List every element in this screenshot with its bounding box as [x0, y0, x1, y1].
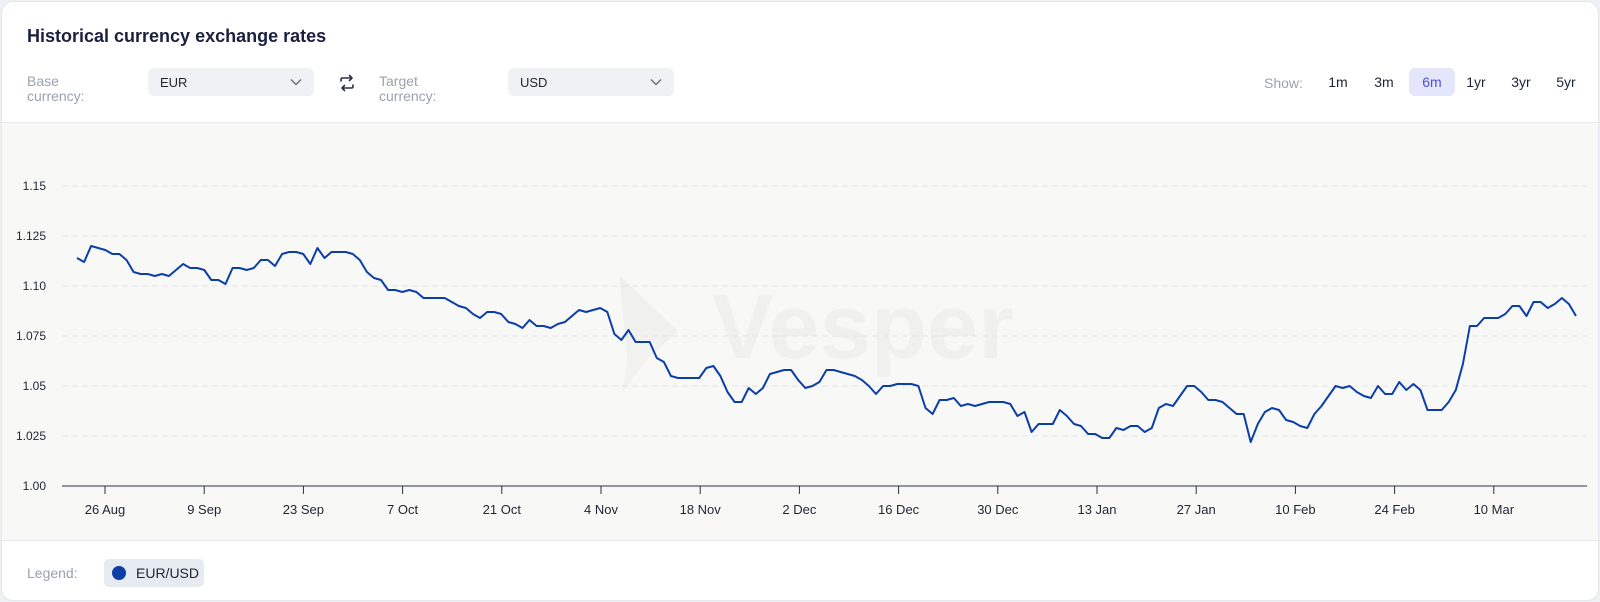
- target-currency-label: Target currency:: [379, 73, 437, 104]
- x-tick-label: 18 Nov: [680, 502, 722, 517]
- range-button-6m[interactable]: 6m: [1409, 68, 1455, 96]
- swap-currencies-button[interactable]: [336, 72, 358, 94]
- legend-label: Legend:: [27, 565, 78, 581]
- x-tick-label: 4 Nov: [584, 502, 618, 517]
- chevron-down-icon: [650, 78, 662, 86]
- range-button-3m[interactable]: 3m: [1374, 74, 1394, 90]
- range-button-3yr[interactable]: 3yr: [1511, 74, 1531, 90]
- x-tick-label: 2 Dec: [782, 502, 816, 517]
- exchange-rate-line-chart: Vesper 1.00 1.025 1.05 1.075 1.10 1.125 1.15 2…: [16, 179, 1587, 517]
- base-currency-select[interactable]: EUR: [148, 68, 314, 96]
- legend-item-eur-usd[interactable]: EUR/USD: [104, 559, 204, 587]
- legend-item-label: EUR/USD: [136, 565, 200, 581]
- watermark-logo: Vesper: [619, 275, 1014, 393]
- range-button-5yr[interactable]: 5yr: [1556, 74, 1576, 90]
- x-tick-label: 27 Jan: [1177, 502, 1216, 517]
- x-tick-label: 16 Dec: [878, 502, 920, 517]
- y-tick-label: 1.05: [23, 379, 47, 393]
- y-tick-label: 1.15: [23, 179, 47, 193]
- series-line-eur-usd: [76, 245, 1577, 443]
- page-title: Historical currency exchange rates: [27, 26, 327, 46]
- y-tick-label: 1.00: [23, 479, 47, 493]
- chart-area: Vesper 1.00 1.025 1.05 1.075 1.10 1.125 1.15 2…: [2, 122, 1598, 541]
- x-tick-label: 23 Sep: [283, 502, 324, 517]
- watermark-star-shape-2: [622, 328, 670, 393]
- x-tick-label: 26 Aug: [85, 502, 126, 517]
- grid-layer: [62, 185, 1587, 437]
- x-axis-ticks: 26 Aug 9 Sep 23 Sep 7 Oct 21 Oct 4 Nov 18 Nov 2…: [85, 486, 1515, 517]
- swap-arrows-icon: [340, 74, 354, 92]
- y-tick-label: 1.075: [16, 329, 46, 343]
- base-currency-value: EUR: [160, 74, 188, 90]
- x-tick-label: 7 Oct: [387, 502, 418, 517]
- y-tick-label: 1.025: [16, 429, 46, 443]
- y-tick-label: 1.10: [23, 279, 47, 293]
- target-currency-value: USD: [520, 74, 548, 90]
- x-tick-label: 9 Sep: [187, 502, 221, 517]
- x-tick-label: 24 Feb: [1374, 502, 1414, 517]
- base-currency-label: Base currency:: [27, 73, 85, 104]
- range-button-1m[interactable]: 1m: [1328, 74, 1348, 90]
- legend-dot-icon: [112, 566, 126, 580]
- y-tick-label: 1.125: [16, 229, 46, 243]
- range-button-1yr[interactable]: 1yr: [1466, 74, 1486, 90]
- target-currency-select[interactable]: USD: [508, 68, 674, 96]
- x-tick-label: 21 Oct: [483, 502, 522, 517]
- x-tick-label: 10 Mar: [1474, 502, 1515, 517]
- x-tick-label: 30 Dec: [977, 502, 1019, 517]
- watermark-text: Vesper: [712, 276, 1014, 378]
- y-axis-ticks: 1.00 1.025 1.05 1.075 1.10 1.125 1.15: [16, 179, 46, 493]
- x-tick-label: 13 Jan: [1077, 502, 1116, 517]
- chevron-down-icon: [290, 78, 302, 86]
- show-range-label: Show:: [1264, 75, 1303, 91]
- x-tick-label: 10 Feb: [1275, 502, 1315, 517]
